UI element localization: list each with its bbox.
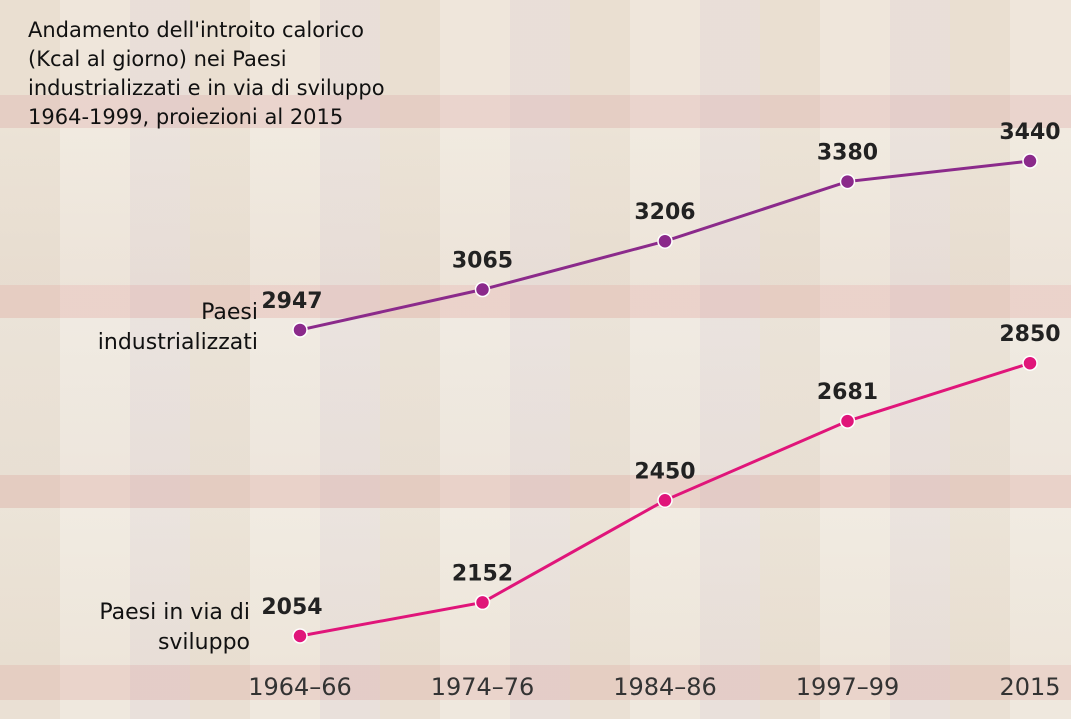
x-tick-label: 1974–76 bbox=[431, 673, 535, 701]
x-tick-label: 1997–99 bbox=[796, 673, 900, 701]
value-label: 2450 bbox=[634, 459, 695, 484]
data-point bbox=[658, 493, 672, 507]
value-label: 3206 bbox=[634, 200, 695, 225]
data-point bbox=[293, 629, 307, 643]
x-tick-label: 1964–66 bbox=[248, 673, 352, 701]
value-label: 2947 bbox=[261, 289, 322, 314]
value-label: 2054 bbox=[261, 595, 322, 620]
x-tick-label: 1984–86 bbox=[613, 673, 717, 701]
chart: Andamento dell'introito calorico (Kcal a… bbox=[0, 0, 1071, 719]
data-point bbox=[293, 323, 307, 337]
value-label: 3440 bbox=[999, 120, 1060, 145]
data-point bbox=[476, 595, 490, 609]
value-label: 2152 bbox=[452, 561, 513, 586]
data-point bbox=[1023, 154, 1037, 168]
plot: 1964–66 1974–76 1984–86 1997–99 2015 2947 3065… bbox=[0, 0, 1071, 719]
x-tick-label: 2015 bbox=[999, 673, 1060, 701]
data-point bbox=[841, 414, 855, 428]
value-label: 3380 bbox=[817, 141, 878, 166]
data-point bbox=[1023, 356, 1037, 370]
value-label: 3065 bbox=[452, 249, 513, 274]
value-label: 2850 bbox=[999, 322, 1060, 347]
data-point bbox=[476, 283, 490, 297]
value-label: 2681 bbox=[817, 380, 878, 405]
data-point bbox=[841, 175, 855, 189]
data-point bbox=[658, 234, 672, 248]
